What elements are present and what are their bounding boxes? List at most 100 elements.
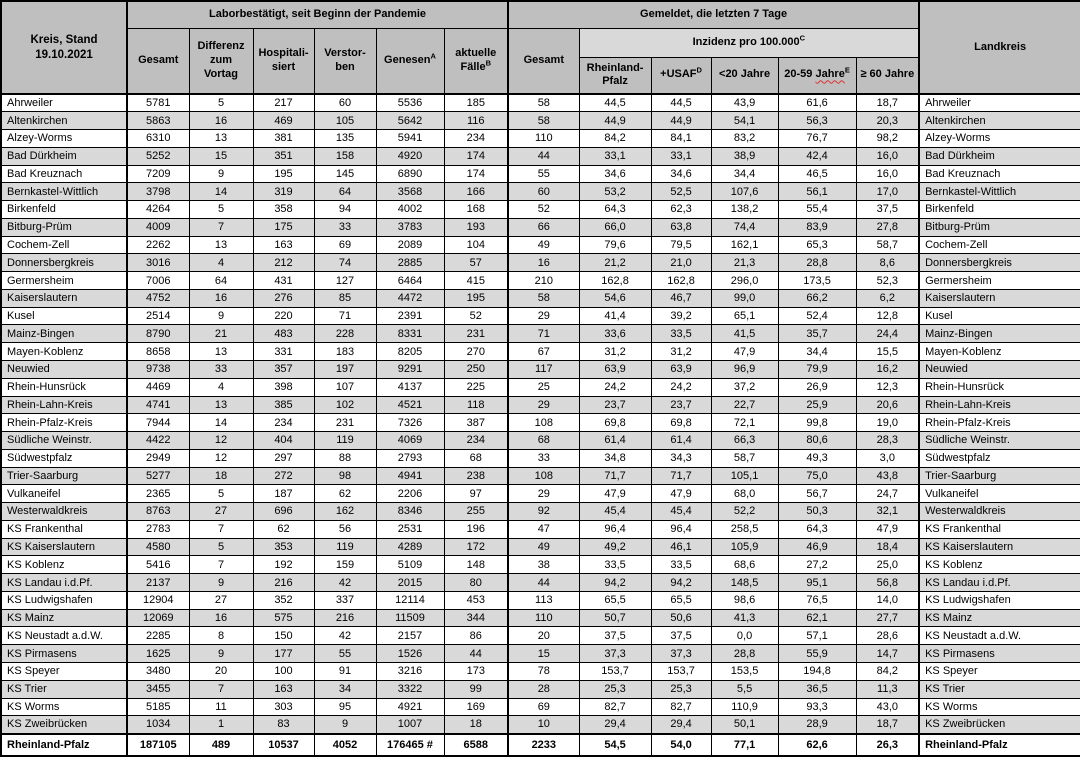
- cell-inzidenz-20-59: 66,2: [777, 288, 857, 308]
- cell-inzidenz-20-59: 52,4: [777, 306, 857, 326]
- cell-aktuelle-faelle: 118: [443, 395, 510, 415]
- cell-inzidenz-20-59: 55,4: [777, 200, 857, 219]
- table-footer: Rheinland-Pfalz 187105 489 10537 4052 17…: [0, 732, 1080, 757]
- cell-inzidenz-20-59: 64,3: [777, 519, 857, 539]
- cell-gesamt-7-tage: 110: [507, 608, 580, 628]
- cell-hospitalisiert: 431: [252, 271, 315, 290]
- cell-differenz: 13: [188, 129, 254, 148]
- cell-kreis-name: KS Zweibrücken: [0, 715, 128, 735]
- cell-verstorben: 183: [313, 342, 377, 361]
- cell-inzidenz-rlp: 37,3: [578, 644, 652, 663]
- cell-differenz: 13: [188, 235, 254, 255]
- cell-inzidenz-rlp: 41,4: [578, 306, 652, 326]
- cell-inzidenz-rlp: 162,8: [578, 271, 652, 290]
- cell-inzidenz-unter-20: 21,3: [710, 253, 779, 273]
- cell-inzidenz-60-plus: 25,0: [855, 555, 921, 575]
- cell-differenz: 16: [188, 608, 254, 628]
- cell-aktuelle-faelle: 387: [443, 413, 510, 433]
- cell-inzidenz-60-plus: 16,0: [855, 164, 921, 184]
- table-row: KS Neustadt a.d.W. 2285 8 150 42 2157 86…: [0, 626, 1080, 646]
- cell-landkreis-name: Birkenfeld: [918, 200, 1080, 219]
- cell-verstorben: 42: [313, 573, 377, 592]
- cell-gesamt: 2285: [126, 626, 190, 646]
- cell-hospitalisiert: 297: [252, 448, 315, 468]
- cell-inzidenz-60-plus: 43,0: [855, 697, 921, 717]
- cell-differenz: 7: [188, 217, 254, 237]
- cell-inzidenz-usaf: 153,7: [650, 662, 712, 681]
- cell-inzidenz-usaf: 39,2: [650, 306, 712, 326]
- cell-gesamt: 4422: [126, 431, 190, 450]
- table-row: Bad Kreuznach 7209 9 195 145 6890 174 55…: [0, 164, 1080, 184]
- table-row: KS Speyer 3480 20 100 91 3216 173 78 153…: [0, 662, 1080, 681]
- cell-inzidenz-20-59: 62,1: [777, 608, 857, 628]
- cell-gesamt-7-tage: 58: [507, 111, 580, 131]
- cell-genesen: 2793: [375, 448, 445, 468]
- cell-kreis-name: Südliche Weinstr.: [0, 431, 128, 450]
- cell-inzidenz-20-59: 56,1: [777, 182, 857, 202]
- cell-inzidenz-60-plus: 24,7: [855, 484, 921, 504]
- col-header-differenz-vortag: Differenz zum Vortag: [188, 27, 254, 95]
- cell-genesen: 1526: [375, 644, 445, 663]
- cell-genesen: 4472: [375, 288, 445, 308]
- cell-aktuelle-faelle: 225: [443, 377, 510, 397]
- cell-inzidenz-20-59: 35,7: [777, 324, 857, 344]
- cell-differenz: 8: [188, 626, 254, 646]
- cell-gesamt-7-tage: 69: [507, 697, 580, 717]
- cell-inzidenz-usaf: 96,4: [650, 519, 712, 539]
- cell-gesamt: 2514: [126, 306, 190, 326]
- cell-kreis-name: Rhein-Pfalz-Kreis: [0, 413, 128, 433]
- cell-inzidenz-60-plus: 20,6: [855, 395, 921, 415]
- cell-verstorben: 94: [313, 200, 377, 219]
- cell-inzidenz-rlp: 69,8: [578, 413, 652, 433]
- cell-differenz: 16: [188, 111, 254, 131]
- cell-inzidenz-rlp: 61,4: [578, 431, 652, 450]
- group-header-gemeldet-7-tage: Gemeldet, die letzten 7 Tage: [507, 0, 921, 29]
- table-row: KS Zweibrücken 1034 1 83 9 1007 18 10 29…: [0, 715, 1080, 735]
- header-row-sub: Gesamt Differenz zum Vortag Hospitali- s…: [1, 27, 1080, 95]
- table-row: Altenkirchen 5863 16 469 105 5642 116 58…: [0, 111, 1080, 131]
- cell-gesamt-7-tage: 58: [507, 93, 580, 113]
- cell-inzidenz-rlp: 79,6: [578, 235, 652, 255]
- group-header-inzidenz-label: Inzidenz pro 100.000: [692, 35, 800, 48]
- col-header-landkreis: Landkreis: [918, 0, 1080, 95]
- total-verstorben: 4052: [313, 732, 377, 757]
- cell-gesamt-7-tage: 15: [507, 644, 580, 663]
- cell-inzidenz-usaf: 25,3: [650, 679, 712, 699]
- cell-aktuelle-faelle: 174: [443, 146, 510, 166]
- cell-hospitalisiert: 331: [252, 342, 315, 361]
- cell-hospitalisiert: 216: [252, 573, 315, 592]
- table-row: KS Trier 3455 7 163 34 3322 99 28 25,3 2…: [0, 679, 1080, 699]
- cell-kreis-name: KS Pirmasens: [0, 644, 128, 663]
- footnote-marker-a: A: [430, 51, 436, 61]
- cell-genesen: 2206: [375, 484, 445, 504]
- cell-genesen: 3322: [375, 679, 445, 699]
- cell-gesamt-7-tage: 29: [507, 395, 580, 415]
- cell-differenz: 5: [188, 537, 254, 557]
- cell-landkreis-name: Mainz-Bingen: [918, 324, 1080, 344]
- cell-inzidenz-unter-20: 162,1: [710, 235, 779, 255]
- cell-gesamt: 1625: [126, 644, 190, 663]
- cell-inzidenz-usaf: 31,2: [650, 342, 712, 361]
- cell-inzidenz-usaf: 94,2: [650, 573, 712, 592]
- cell-hospitalisiert: 83: [252, 715, 315, 735]
- cell-inzidenz-20-59: 26,9: [777, 377, 857, 397]
- footnote-marker-b: B: [485, 58, 492, 68]
- cell-inzidenz-60-plus: 24,4: [855, 324, 921, 344]
- cell-inzidenz-20-59: 99,8: [777, 413, 857, 433]
- table-row: Neuwied 9738 33 357 197 9291 250 117 63,…: [0, 359, 1080, 379]
- cell-inzidenz-unter-20: 148,5: [710, 573, 779, 592]
- cell-inzidenz-rlp: 44,5: [578, 93, 652, 113]
- cell-differenz: 12: [188, 448, 254, 468]
- cell-inzidenz-unter-20: 153,5: [710, 662, 779, 681]
- cell-aktuelle-faelle: 166: [443, 182, 510, 202]
- cell-hospitalisiert: 195: [252, 164, 315, 184]
- cell-differenz: 7: [188, 555, 254, 575]
- cell-genesen: 9291: [375, 359, 445, 379]
- cell-inzidenz-unter-20: 105,1: [710, 466, 779, 486]
- cell-gesamt-7-tage: 49: [507, 537, 580, 557]
- cell-gesamt-7-tage: 44: [507, 573, 580, 592]
- cell-inzidenz-60-plus: 43,8: [855, 466, 921, 486]
- cell-inzidenz-rlp: 25,3: [578, 679, 652, 699]
- cell-kreis-name: Birkenfeld: [0, 200, 128, 219]
- cell-kreis-name: KS Mainz: [0, 608, 128, 628]
